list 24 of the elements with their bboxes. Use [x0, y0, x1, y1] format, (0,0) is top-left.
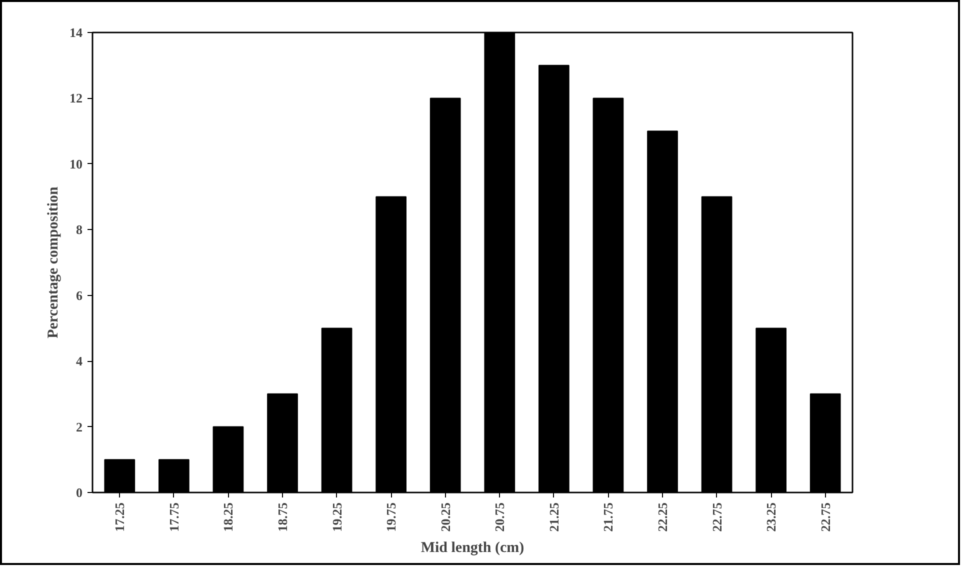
- x-tick-label: 20.75: [492, 502, 508, 532]
- x-tick-label: 21.25: [546, 502, 562, 532]
- x-tick-label: 19.75: [384, 502, 399, 532]
- y-axis-title: Percentage composition: [46, 186, 62, 338]
- x-tick-label: 19.25: [329, 502, 344, 532]
- x-tick-label: 17.75: [166, 502, 182, 532]
- y-tick-label: 8: [76, 222, 83, 238]
- y-tick-label: 10: [70, 156, 82, 172]
- x-tick-label: 18.75: [275, 502, 290, 532]
- x-tick-label: 21.75: [600, 502, 616, 532]
- y-tick-label: 0: [76, 485, 82, 500]
- x-tick-label: 20.25: [438, 502, 453, 532]
- y-tick-label: 4: [76, 354, 83, 369]
- y-tick-label: 6: [76, 288, 83, 303]
- y-tick-label: 14: [70, 25, 83, 40]
- x-tick-label: 22.75: [709, 502, 724, 532]
- x-axis-title: Mid length (cm): [420, 540, 524, 556]
- y-tick-label: 12: [70, 90, 82, 106]
- x-tick-label: 23.25: [764, 502, 779, 532]
- x-tick-label: 17.25: [112, 502, 128, 532]
- y-tick-label: 2: [76, 419, 82, 434]
- x-tick-label: 22.25: [655, 502, 670, 532]
- x-tick-label: 22.75: [818, 502, 833, 532]
- x-tick-label: 18.25: [220, 502, 236, 532]
